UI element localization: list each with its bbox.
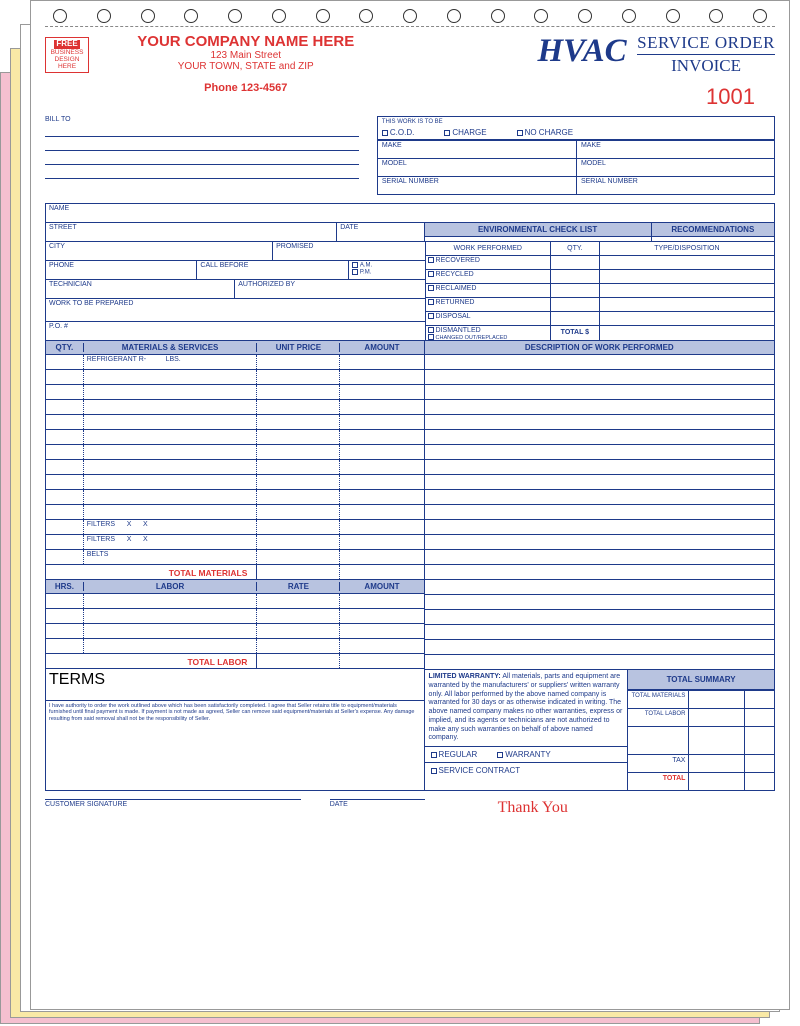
summary-tax-val[interactable] [689, 755, 744, 772]
material-row[interactable]: REFRIGERANT R- LBS. [46, 355, 424, 370]
model-field-2[interactable]: MODEL [576, 158, 774, 176]
company-name: YOUR COMPANY NAME HERE [45, 33, 447, 50]
labor-row[interactable] [46, 609, 424, 624]
labor-row[interactable] [46, 624, 424, 639]
summary-materials-val[interactable] [689, 691, 744, 708]
labor-row[interactable] [46, 639, 424, 654]
env-type-hdr: TYPE/DISPOSITION [600, 242, 774, 255]
material-row[interactable] [46, 475, 424, 490]
summary-materials: TOTAL MATERIALS [628, 691, 689, 708]
terms-field[interactable]: TERMS [46, 669, 424, 701]
material-row[interactable] [46, 370, 424, 385]
filters-row-1[interactable]: FILTERS X X [46, 520, 424, 535]
tear-line [45, 26, 775, 27]
material-row[interactable] [46, 460, 424, 475]
amount-hdr: AMOUNT [340, 343, 423, 352]
material-row[interactable] [46, 385, 424, 400]
serial-field-1[interactable]: SERIAL NUMBER [378, 176, 576, 194]
materials-hdr: MATERIALS & SERVICES [84, 343, 258, 352]
description-hdr: DESCRIPTION OF WORK PERFORMED [425, 343, 774, 352]
material-row[interactable] [46, 445, 424, 460]
name-field[interactable]: NAME [46, 204, 774, 222]
hvac-title: HVAC [537, 33, 626, 70]
qty-hdr: QTY. [46, 343, 84, 352]
rate-hdr: RATE [257, 582, 340, 591]
filters-row-2[interactable]: FILTERS X X [46, 535, 424, 550]
total-labor-label: TOTAL LABOR [49, 655, 253, 669]
work-prepared-field[interactable]: WORK TO BE PREPARED [46, 299, 425, 321]
summary-tax: TAX [628, 755, 689, 772]
phone-field[interactable]: PHONE [46, 261, 197, 279]
material-row[interactable] [46, 505, 424, 520]
bill-to-label: BILL TO [45, 116, 359, 123]
company-phone: Phone 123-4567 [45, 82, 447, 94]
street-field[interactable]: STREET [46, 223, 337, 241]
summary-labor-val[interactable] [689, 709, 744, 726]
labor-row[interactable] [46, 594, 424, 609]
unitprice-hdr: UNIT PRICE [257, 343, 340, 352]
make-field-2[interactable]: MAKE [576, 140, 774, 158]
company-city: YOUR TOWN, STATE and ZIP [45, 61, 447, 72]
technician-field[interactable]: TECHNICIAN [46, 280, 235, 298]
city-field[interactable]: CITY [46, 242, 273, 260]
serial-field-2[interactable]: SERIAL NUMBER [576, 176, 774, 194]
work-type-box: THIS WORK IS TO BE C.O.D. CHARGE NO CHAR… [377, 116, 775, 195]
material-row[interactable] [46, 415, 424, 430]
summary-total-val[interactable] [689, 773, 744, 790]
regular-checkbox[interactable]: REGULAR [431, 750, 478, 759]
bill-to-lines[interactable] [45, 123, 359, 179]
belts-row[interactable]: BELTS [46, 550, 424, 565]
po-field[interactable]: P.O. # [46, 322, 425, 340]
customer-info-table: NAME STREET DATE ENVIRONMENTAL CHECK LIS… [45, 203, 775, 242]
main-body: QTY. MATERIALS & SERVICES UNIT PRICE AMO… [45, 341, 775, 791]
date-field[interactable]: DATE [337, 223, 424, 241]
authorized-field[interactable]: AUTHORIZED BY [235, 280, 424, 298]
warranty-checkbox[interactable]: WARRANTY [497, 750, 550, 759]
description-lines[interactable] [425, 355, 774, 670]
material-row[interactable] [46, 430, 424, 445]
free-design-badge: FREE BUSINESS DESIGN HERE [45, 37, 89, 73]
perforation-holes [45, 9, 775, 23]
invoice-form: FREE BUSINESS DESIGN HERE YOUR COMPANY N… [30, 0, 790, 1010]
summary-labor: TOTAL LABOR [628, 709, 689, 726]
fine-print: I have authority to order the work outli… [46, 701, 424, 724]
material-row[interactable] [46, 400, 424, 415]
labor-hdr: LABOR [84, 582, 258, 591]
warranty-text: LIMITED WARRANTY: All materials, parts a… [425, 670, 628, 746]
env-qty-hdr: QTY. [551, 242, 600, 255]
model-field-1[interactable]: MODEL [378, 158, 576, 176]
summary-total: TOTAL [628, 773, 689, 790]
thank-you: Thank You [498, 799, 568, 816]
invoice-label: INVOICE [637, 56, 775, 76]
summary-title: TOTAL SUMMARY [628, 675, 774, 684]
material-row[interactable] [46, 490, 424, 505]
env-workperformed-hdr: WORK PERFORMED [426, 242, 551, 255]
service-order-label: SERVICE ORDER [637, 33, 775, 53]
env-checklist-title: ENVIRONMENTAL CHECK LIST [425, 225, 651, 234]
make-field-1[interactable]: MAKE [378, 140, 576, 158]
callbefore-field[interactable]: CALL BEFORE [197, 261, 348, 279]
recommendations-title: RECOMMENDATIONS [652, 225, 774, 234]
promised-field[interactable]: PROMISED [273, 242, 424, 260]
company-street: 123 Main Street [45, 50, 447, 61]
service-contract-checkbox[interactable]: SERVICE CONTRACT [431, 766, 521, 775]
nocharge-checkbox[interactable]: NO CHARGE [517, 128, 573, 137]
cod-checkbox[interactable]: C.O.D. [382, 128, 414, 137]
customer-signature-line[interactable]: CUSTOMER SIGNATURE [45, 799, 301, 817]
signature-date-line[interactable]: DATE [330, 799, 425, 817]
total-materials-label: TOTAL MATERIALS [49, 566, 253, 580]
labor-amount-hdr: AMOUNT [340, 582, 423, 591]
charge-checkbox[interactable]: CHARGE [444, 128, 486, 137]
hrs-hdr: HRS. [46, 582, 84, 591]
invoice-number: 1001 [447, 84, 776, 110]
